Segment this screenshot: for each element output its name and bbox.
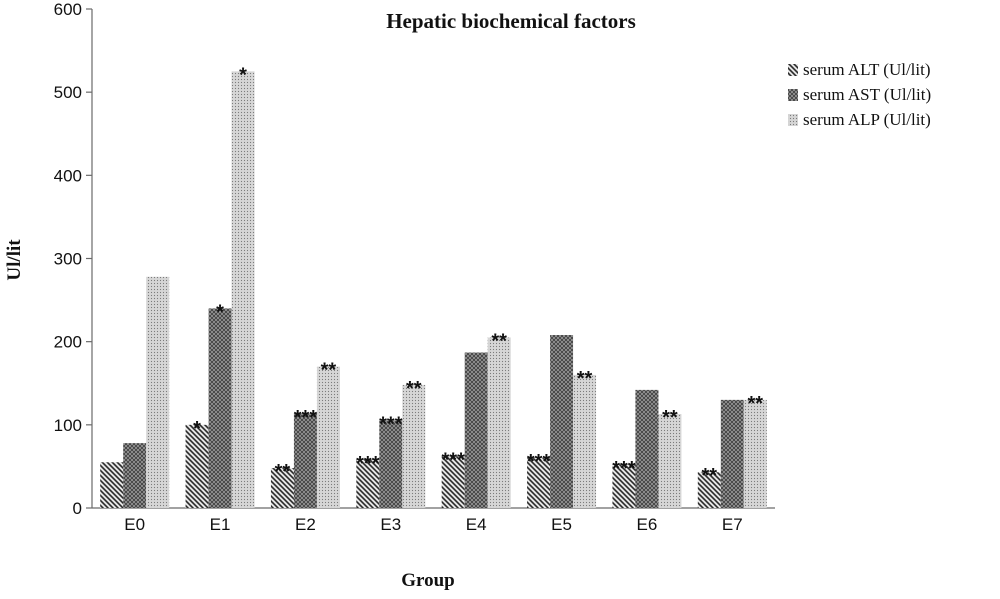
bar-e5-series-3 [573, 374, 597, 508]
x-axis-ticks: E0 E1 E2 E3 E4 E5 E6 E7 [124, 515, 742, 534]
bar-e1-series-3 [231, 71, 255, 508]
y-axis-title: Ul/lit [4, 239, 25, 281]
bar-e2-series-3 [316, 366, 340, 508]
significance-marker: ** [662, 407, 678, 429]
bar-e4-series-3 [487, 337, 511, 508]
x-tick-label: E5 [551, 515, 572, 534]
x-tick-label: E0 [124, 515, 145, 534]
bar-e5-series-2 [550, 335, 574, 508]
bar-e7-series-1 [697, 472, 721, 508]
bars-layer [100, 71, 767, 508]
y-tick-label: 500 [54, 83, 82, 102]
significance-marker: ** [491, 331, 507, 353]
bar-e7-series-3 [743, 399, 767, 508]
bar-e4-series-1 [441, 456, 465, 508]
significance-marker: *** [442, 449, 466, 471]
bar-e3-series-1 [356, 459, 380, 508]
legend-swatch [788, 114, 798, 126]
bar-e0-series-2 [123, 443, 147, 508]
y-tick-label: 200 [54, 333, 82, 352]
bar-e2-series-1 [270, 468, 294, 508]
significance-marker: *** [379, 414, 403, 436]
bar-e7-series-2 [720, 399, 744, 508]
y-tick-label: 400 [54, 166, 82, 185]
significance-marker: *** [612, 458, 636, 480]
y-tick-label: 600 [54, 0, 82, 19]
bar-e1-series-1 [185, 424, 209, 508]
y-tick-label: 0 [73, 499, 82, 518]
bar-e0-series-1 [100, 462, 124, 508]
legend-label: serum ALT (Ul/lit) [803, 60, 931, 79]
y-tick-label: 300 [54, 250, 82, 269]
bar-e6-series-1 [612, 464, 636, 508]
significance-marker: ** [321, 360, 337, 382]
legend: serum ALT (Ul/lit) serum AST (Ul/lit) seru… [788, 60, 931, 129]
significance-marker: ** [406, 378, 422, 400]
x-tick-label: E3 [380, 515, 401, 534]
bar-e1-series-2 [208, 308, 232, 508]
bar-e3-series-2 [379, 420, 403, 508]
bar-e6-series-3 [658, 414, 682, 508]
legend-label: serum AST (Ul/lit) [803, 85, 931, 104]
bar-e2-series-2 [293, 414, 317, 508]
significance-marker: ** [275, 461, 291, 483]
significance-marker: ** [748, 393, 764, 415]
legend-swatch [788, 89, 798, 101]
significance-marker: * [193, 418, 201, 440]
legend-label: serum ALP (Ul/lit) [803, 110, 931, 129]
bar-e5-series-1 [527, 458, 551, 508]
bar-e4-series-2 [464, 352, 488, 508]
significance-marker: ** [577, 368, 593, 390]
significance-marker: *** [356, 453, 380, 475]
x-tick-label: E2 [295, 515, 316, 534]
significance-annotations: *** *** *** *** *** ****** **************** [193, 64, 763, 487]
bar-e6-series-2 [635, 389, 659, 508]
x-tick-label: E1 [210, 515, 231, 534]
x-axis-title: Group [401, 570, 455, 591]
legend-swatch [788, 64, 798, 76]
significance-marker: ** [702, 465, 718, 487]
y-tick-label: 100 [54, 416, 82, 435]
chart-title: Hepatic biochemical factors [386, 9, 636, 33]
y-axis-ticks: 0 100 200 300 400 500 600 [54, 0, 92, 518]
significance-marker: * [216, 301, 224, 323]
x-tick-label: E4 [466, 515, 487, 534]
bar-e3-series-3 [402, 384, 426, 508]
significance-marker: * [239, 64, 247, 86]
x-tick-label: E7 [722, 515, 743, 534]
significance-marker: *** [294, 407, 318, 429]
x-tick-label: E6 [637, 515, 658, 534]
significance-marker: *** [527, 451, 551, 473]
bar-e0-series-3 [146, 276, 170, 508]
